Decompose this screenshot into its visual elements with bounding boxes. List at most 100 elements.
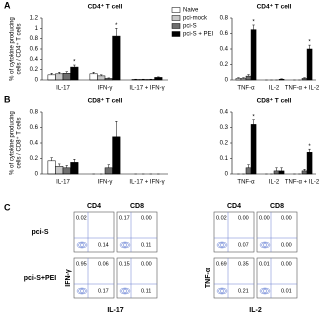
row-label: pci-S	[31, 229, 48, 236]
quadrant-value: 0.01	[281, 288, 292, 294]
y-axis-label: cells / CD8⁺ T cells	[16, 118, 23, 169]
quadrant-value: 0.11	[141, 242, 151, 248]
quadrant-value: 0.00	[259, 215, 270, 221]
significance-mark: *	[308, 144, 311, 150]
y-tick-label: 0.8	[220, 16, 229, 22]
flow-plot	[73, 257, 115, 299]
y-tick-label: 1	[35, 26, 39, 32]
flow-x-label: IL-2	[249, 307, 262, 314]
bar	[273, 170, 280, 175]
contour	[121, 242, 129, 248]
contour	[218, 288, 226, 294]
flow-x-label: IL-17	[107, 307, 123, 314]
quadrant-value: 0.95	[76, 261, 87, 267]
y-tick-label: 0.2	[220, 141, 229, 147]
quadrant-value: 0.15	[119, 261, 130, 267]
bar	[104, 167, 113, 175]
bar	[89, 73, 98, 81]
x-tick-label: TNF-α	[237, 86, 255, 92]
legend-swatch	[171, 31, 181, 37]
panel-label: C	[4, 202, 11, 212]
bar	[112, 35, 121, 81]
y-tick-label: 0.4	[220, 110, 229, 116]
column-header: CD8	[270, 203, 284, 210]
y-tick-label: 0.1	[220, 156, 229, 162]
bar	[62, 167, 71, 175]
bar	[278, 170, 285, 175]
x-tick-label: IL-17 + IFN-γ	[129, 86, 164, 92]
y-tick-label: 0.8	[30, 36, 39, 42]
x-tick-label: IFN-γ	[98, 86, 113, 92]
contour	[76, 287, 88, 295]
quadrant-value: 0.00	[281, 261, 292, 267]
quadrant-value: 0.69	[216, 261, 227, 267]
bar	[47, 74, 56, 81]
y-tick-label: 0.4	[220, 47, 229, 53]
y-tick-label: 0.2	[30, 67, 39, 73]
flow-plot	[116, 257, 158, 299]
quadrant-value: 0.17	[119, 215, 130, 221]
flow-plot	[213, 257, 255, 299]
y-tick-label: 0	[35, 172, 39, 178]
column-header: CD4	[227, 203, 241, 210]
contour	[216, 287, 228, 295]
quadrant-value: 0.35	[238, 261, 249, 267]
significance-mark: *	[73, 60, 76, 66]
chart-title: CD4⁺ T cell	[257, 4, 292, 11]
flow-plot	[213, 211, 255, 253]
legend-swatch	[171, 15, 181, 21]
y-tick-label: 0.6	[30, 47, 39, 53]
contour	[219, 243, 225, 247]
x-tick-label: IL-17	[56, 180, 70, 186]
flow-y-label: TNF-α	[205, 267, 212, 288]
contour	[122, 243, 128, 247]
y-tick-label: 0	[225, 78, 229, 84]
column-header: CD4	[87, 203, 101, 210]
bar	[62, 73, 71, 81]
y-tick-label: 0.6	[30, 125, 39, 131]
legend-swatch	[171, 23, 181, 29]
flow-plot	[256, 211, 298, 253]
bar	[301, 170, 308, 175]
contour	[119, 241, 131, 249]
bar	[112, 136, 121, 175]
row-label: pci-S+PEI	[24, 275, 57, 282]
column-header: CD8	[130, 203, 144, 210]
y-axis-label: % of cytokine producing	[10, 17, 16, 81]
legend-label: pci-S	[183, 24, 197, 30]
contour	[79, 289, 85, 293]
y-tick-label: 0	[35, 78, 39, 84]
y-tick-label: 1.2	[30, 16, 39, 22]
bar	[250, 124, 257, 175]
y-tick-label: 0.4	[30, 57, 39, 63]
legend-label: pci-S + PEI	[183, 32, 214, 38]
x-tick-label: IL-17	[56, 86, 70, 92]
bar	[70, 66, 79, 81]
panel-label: B	[4, 94, 11, 104]
quadrant-value: 0.00	[281, 242, 292, 248]
contour	[119, 287, 131, 295]
contour	[78, 288, 86, 294]
y-tick-label: 0	[225, 172, 229, 178]
bar	[55, 166, 64, 175]
bar	[306, 152, 313, 175]
contour	[121, 288, 129, 294]
panel-label: A	[4, 0, 11, 10]
quadrant-value: 0.11	[141, 288, 151, 294]
y-tick-label: 0.6	[220, 31, 229, 37]
bar	[97, 75, 106, 81]
quadrant-value: 0.00	[141, 261, 152, 267]
x-tick-label: TNF-α	[237, 180, 255, 186]
contour	[218, 242, 226, 248]
bar	[47, 160, 56, 175]
chart-title: CD8⁺ T cell	[257, 98, 292, 105]
bar	[245, 167, 252, 175]
significance-mark: *	[308, 40, 311, 46]
contour	[259, 287, 271, 295]
y-axis-label: % of cytokine producing	[10, 111, 16, 175]
contour	[261, 242, 269, 248]
contour	[76, 241, 88, 249]
bar	[245, 75, 252, 81]
quadrant-value: 0.02	[216, 215, 227, 221]
